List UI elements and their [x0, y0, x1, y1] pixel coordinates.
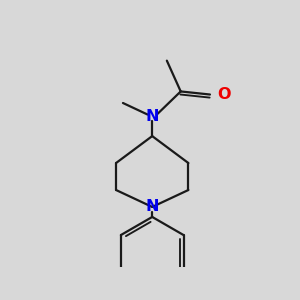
Text: O: O: [218, 87, 231, 102]
Text: N: N: [146, 110, 159, 124]
Text: N: N: [146, 200, 159, 214]
